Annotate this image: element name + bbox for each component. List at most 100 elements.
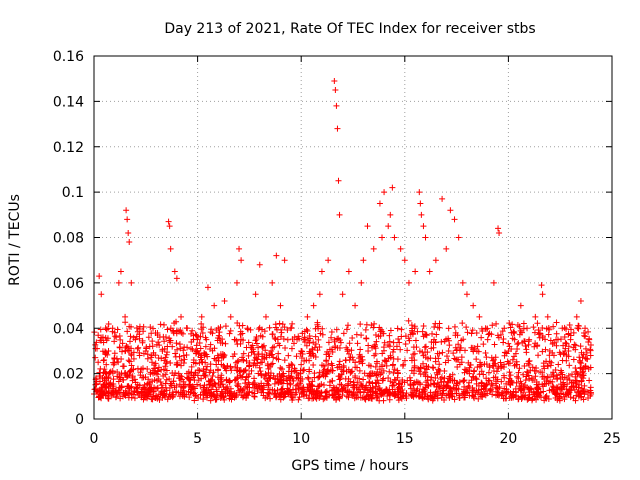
- band-point: [410, 351, 417, 358]
- band-point: [419, 328, 426, 335]
- band-point: [573, 377, 580, 384]
- band-point: [460, 378, 467, 385]
- band-point: [450, 350, 457, 357]
- band-point: [221, 396, 228, 403]
- data-point: [167, 245, 174, 252]
- band-point: [585, 328, 592, 335]
- data-point: [426, 268, 433, 275]
- band-point: [138, 390, 145, 397]
- band-point: [478, 334, 485, 341]
- band-point: [343, 344, 350, 351]
- band-point: [196, 340, 203, 347]
- band-point: [425, 364, 432, 371]
- y-axis-ticks: 0 0.02 0.04 0.06 0.08 0.1 0.12 0.14 0.16: [53, 49, 612, 428]
- band-point: [131, 395, 138, 402]
- band-point: [497, 331, 504, 338]
- band-point: [263, 354, 270, 361]
- data-point: [211, 302, 218, 309]
- band-point: [485, 331, 492, 338]
- data-point: [360, 257, 367, 264]
- band-point: [445, 391, 452, 398]
- x-axis-ticks: 0 5 10 15 20 25: [90, 56, 621, 447]
- data-point: [334, 125, 341, 132]
- data-point: [233, 279, 240, 286]
- band-point: [354, 389, 361, 396]
- band-point: [544, 374, 551, 381]
- band-point: [288, 345, 295, 352]
- band-point: [565, 372, 572, 379]
- band-point: [370, 343, 377, 350]
- data-point: [370, 245, 377, 252]
- band-point: [284, 326, 291, 333]
- data-point: [422, 234, 429, 241]
- band-point: [452, 344, 459, 351]
- y-tick-label: 0.06: [53, 276, 84, 292]
- data-point: [109, 325, 116, 332]
- band-point: [561, 334, 568, 341]
- y-tick-label: 0.16: [53, 49, 84, 65]
- band-point: [133, 324, 140, 331]
- band-point: [469, 392, 476, 399]
- data-point: [395, 388, 402, 395]
- band-point: [224, 363, 231, 370]
- band-point: [329, 377, 336, 384]
- band-point: [245, 392, 252, 399]
- band-point: [379, 350, 386, 357]
- data-point: [124, 216, 131, 223]
- band-point: [114, 326, 121, 333]
- band-point: [380, 397, 387, 404]
- band-point: [494, 332, 501, 339]
- y-axis-label: ROTI / TECUs: [7, 194, 23, 286]
- band-point: [492, 380, 499, 387]
- band-point: [323, 393, 330, 400]
- data-point: [447, 207, 454, 214]
- band-point: [239, 322, 246, 329]
- band-point: [172, 353, 179, 360]
- band-point: [361, 370, 368, 377]
- band-point: [566, 362, 573, 369]
- band-point: [422, 384, 429, 391]
- data-point: [495, 225, 502, 232]
- band-point: [470, 368, 477, 375]
- band-point: [423, 332, 430, 339]
- band-point: [266, 375, 273, 382]
- data-point: [517, 302, 524, 309]
- band-point: [386, 368, 393, 375]
- band-point: [422, 373, 429, 380]
- band-point: [282, 391, 289, 398]
- band-point: [509, 321, 516, 328]
- band-point: [211, 345, 218, 352]
- band-point: [156, 342, 163, 349]
- band-point: [242, 376, 249, 383]
- band-point: [414, 328, 421, 335]
- data-point: [538, 282, 545, 289]
- band-point: [326, 353, 333, 360]
- band-point: [314, 392, 321, 399]
- band-point: [471, 367, 478, 374]
- band-point: [569, 371, 576, 378]
- band-point: [278, 326, 285, 333]
- band-point: [266, 390, 273, 397]
- data-point: [397, 245, 404, 252]
- data-point: [275, 379, 282, 386]
- band-point: [468, 330, 475, 337]
- band-point: [476, 371, 483, 378]
- band-point: [226, 330, 233, 337]
- band-point: [192, 385, 199, 392]
- band-point: [364, 387, 371, 394]
- band-point: [120, 389, 127, 396]
- band-point: [237, 328, 244, 335]
- band-point: [531, 329, 538, 336]
- band-point: [145, 376, 152, 383]
- band-point: [389, 382, 396, 389]
- band-point: [296, 394, 303, 401]
- band-point: [539, 348, 546, 355]
- band-point: [186, 376, 193, 383]
- data-point: [161, 388, 168, 395]
- band-point: [510, 329, 517, 336]
- data-point: [439, 195, 446, 202]
- band-point: [262, 370, 269, 377]
- data-point: [146, 379, 153, 386]
- x-tick-label: 25: [603, 431, 621, 447]
- band-point: [411, 387, 418, 394]
